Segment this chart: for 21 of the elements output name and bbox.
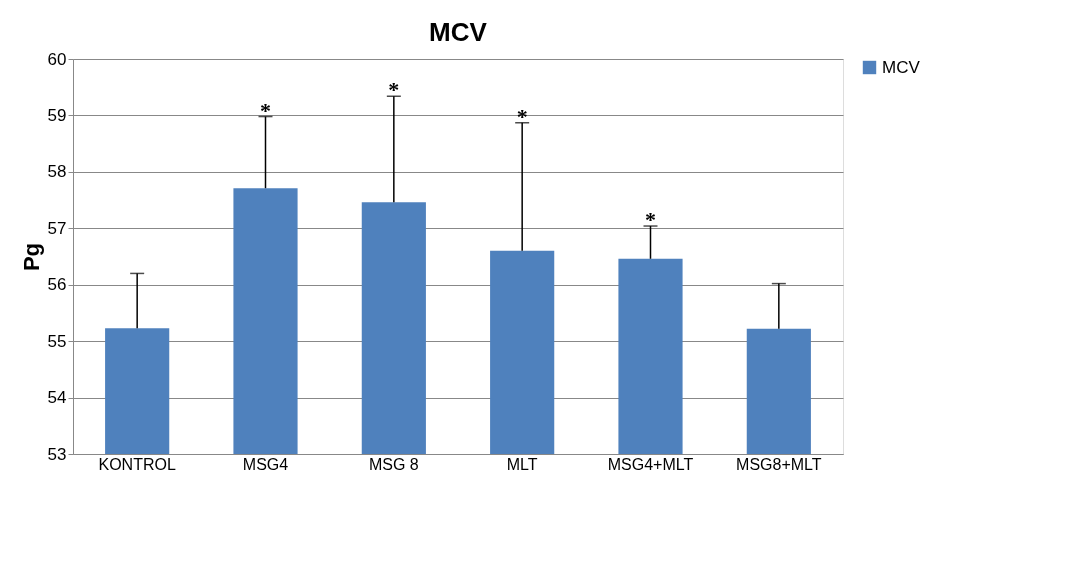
y-tick-label: 55 [47,331,67,351]
x-tick-label: MLT [506,455,538,473]
y-tick-label: 57 [47,218,67,238]
x-tick-label: MSG4+MLT [607,455,694,473]
x-tick-label: MSG4 [242,455,289,473]
y-tick-label: 59 [47,105,67,125]
y-tick-label: 58 [47,162,67,182]
x-tick-label: MSG 8 [368,455,419,473]
y-tick-label: 53 [47,444,67,464]
y-tick-label: 54 [47,388,67,408]
legend-label: MCV [882,57,921,77]
annotation: * [516,103,528,129]
annotation: * [260,97,271,123]
y-tick-label: 60 [47,49,67,69]
annotation: * [645,207,656,233]
y-tick-label: 56 [47,275,67,295]
x-tick-label: MSG8+MLT [736,455,822,473]
chart-title: MCV [429,17,488,47]
annotation: * [388,77,400,103]
y-axis-title: Pg [18,242,44,272]
x-tick-label: KONTROL [98,455,176,473]
